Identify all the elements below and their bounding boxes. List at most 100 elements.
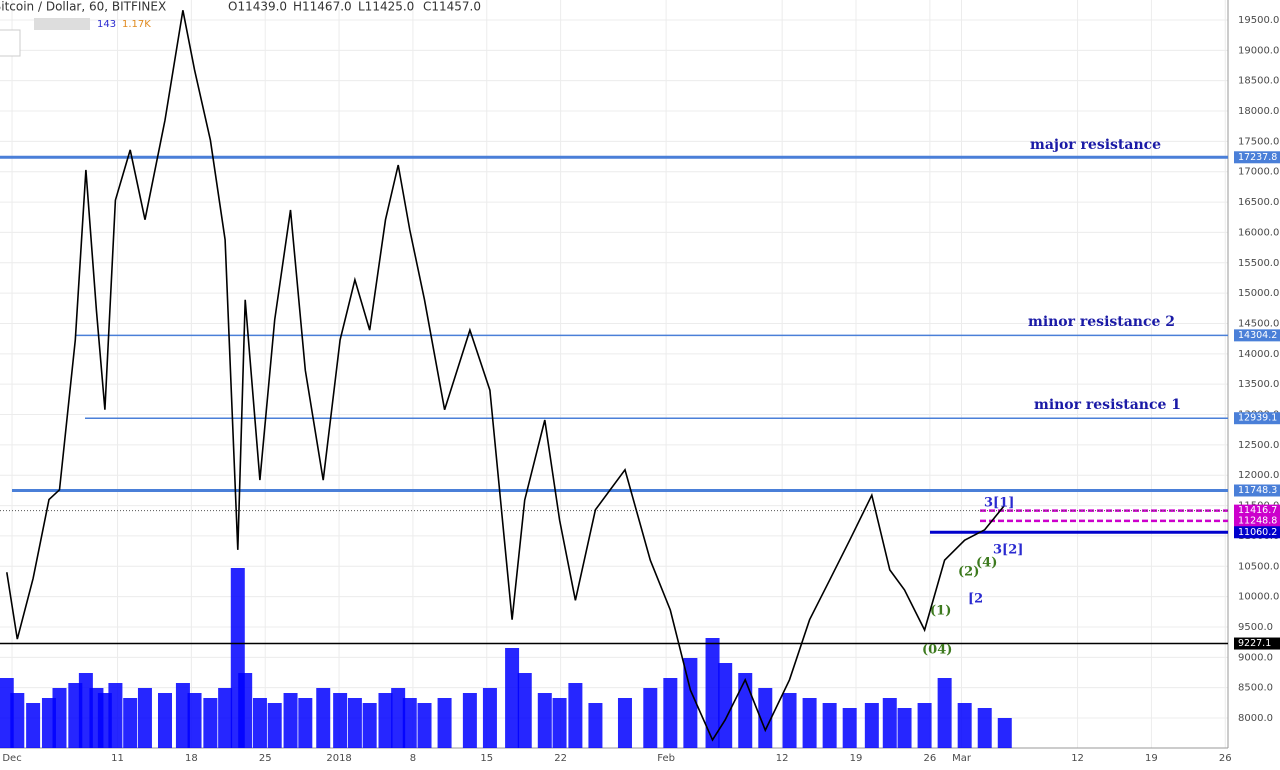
- y-tick-label: 17500.0: [1238, 136, 1279, 147]
- volume-bar: [683, 658, 698, 748]
- price-tag: [1234, 151, 1280, 164]
- volume-bar: [157, 693, 172, 748]
- x-tick-label: 12: [1071, 753, 1084, 764]
- y-tick-label: 15500.0: [1238, 258, 1279, 269]
- price-tag: [1234, 526, 1280, 539]
- y-tick-label: 17000.0: [1238, 167, 1279, 178]
- volume-bar: [663, 678, 678, 748]
- y-tick-label: 9000.0: [1238, 652, 1273, 663]
- volume-bar: [917, 703, 932, 748]
- x-tick-label: 25: [259, 753, 272, 764]
- price-tag-label: 11060.2: [1238, 527, 1277, 538]
- volume-bar: [462, 693, 477, 748]
- volume-bar: [252, 698, 267, 748]
- x-tick-label: 19: [1145, 753, 1158, 764]
- x-tick-label: Dec: [2, 753, 21, 764]
- high: H11467.0: [293, 0, 352, 14]
- volume-bar: [78, 673, 93, 748]
- volume-bar: [537, 693, 552, 748]
- y-tick-label: 19500.0: [1238, 15, 1279, 26]
- price-tag-label: 14304.2: [1238, 330, 1277, 341]
- volume-bar: [298, 698, 313, 748]
- y-tick-label: 12000.0: [1238, 470, 1279, 481]
- x-tick-label: 11: [111, 753, 124, 764]
- x-tick-label: Feb: [657, 753, 675, 764]
- low: L11425.0: [358, 0, 414, 14]
- open: O11439.0: [228, 0, 287, 14]
- volume-bar: [738, 673, 753, 748]
- x-tick-label: Mar: [952, 753, 972, 764]
- price-tag: [1234, 514, 1280, 527]
- volume-bar: [552, 698, 567, 748]
- volume-bar: [897, 708, 912, 748]
- y-tick-label: 19000.0: [1238, 45, 1279, 56]
- y-tick-label: 16500.0: [1238, 197, 1279, 208]
- y-tick-label: 10500.0: [1238, 561, 1279, 572]
- volume-bar: [26, 703, 41, 748]
- volume-bar: [482, 688, 497, 748]
- volume-bar: [347, 698, 362, 748]
- price-tag-label: 11416.7: [1238, 505, 1277, 516]
- volume-bar: [705, 638, 720, 748]
- volume-bar: [643, 688, 658, 748]
- level-annotation: minor resistance 2: [1028, 314, 1175, 330]
- x-tick-label: 26: [1219, 753, 1232, 764]
- y-tick-label: 16000.0: [1238, 227, 1279, 238]
- x-tick-label: 22: [554, 753, 567, 764]
- x-tick-label: 18: [185, 753, 198, 764]
- y-tick-label: 14500.0: [1238, 318, 1279, 329]
- volume-bar: [437, 698, 452, 748]
- price-tag: [1234, 504, 1280, 517]
- volume-bar: [417, 703, 432, 748]
- level-annotation: major resistance: [1030, 137, 1161, 153]
- volume-bar: [588, 703, 603, 748]
- volume-bar: [52, 688, 67, 748]
- volume-bar: [505, 648, 520, 748]
- volume-bar: [175, 683, 190, 748]
- price-tag-label: 11248.8: [1238, 515, 1277, 526]
- volume-bar: [267, 703, 282, 748]
- volume-bar: [218, 688, 233, 748]
- volume-bar: [333, 693, 348, 748]
- x-tick-label: 15: [480, 753, 493, 764]
- y-tick-label: 12500.0: [1238, 440, 1279, 451]
- volume-bar: [802, 698, 817, 748]
- volume-bar: [842, 708, 857, 748]
- menu-button[interactable]: [0, 29, 21, 57]
- price-tag: [1234, 329, 1280, 342]
- x-tick-label: 8: [410, 753, 416, 764]
- volume-bar: [617, 698, 632, 748]
- volume-bar: [68, 683, 83, 748]
- volume-bar: [97, 693, 112, 748]
- volume-bar: [864, 703, 879, 748]
- indicator-buttons[interactable]: [34, 18, 90, 30]
- volume-bar: [108, 683, 123, 748]
- volume-bar: [568, 683, 583, 748]
- symbol: Bitcoin / Dollar, 60, BITFINEX: [0, 0, 166, 14]
- volume-bar: [718, 663, 733, 748]
- close: C11457.0: [423, 0, 481, 14]
- x-tick-label: 19: [850, 753, 863, 764]
- x-tick-label: 12: [776, 753, 789, 764]
- level-annotation: minor resistance 1: [1034, 397, 1181, 413]
- price-tag-label: 11748.3: [1238, 485, 1277, 496]
- volume-bar: [977, 708, 992, 748]
- y-tick-label: 9500.0: [1238, 622, 1273, 633]
- y-tick-label: 15000.0: [1238, 288, 1279, 299]
- price-line: [6, 10, 1006, 742]
- wave-label: (04): [922, 643, 952, 658]
- volume-bar: [517, 673, 532, 748]
- price-tag: [1234, 412, 1280, 425]
- y-tick-label: 18000.0: [1238, 106, 1279, 117]
- volume-bar: [283, 693, 298, 748]
- volume-bar: [41, 698, 56, 748]
- volume-bar: [378, 693, 393, 748]
- volume-bar: [203, 698, 218, 748]
- volume-bar: [882, 698, 897, 748]
- volume-bar: [187, 693, 202, 748]
- wave-label: [2: [968, 592, 983, 607]
- wave-label: 3[1]: [984, 496, 1014, 511]
- volume-bar: [137, 688, 152, 748]
- volume-bar: [10, 693, 25, 748]
